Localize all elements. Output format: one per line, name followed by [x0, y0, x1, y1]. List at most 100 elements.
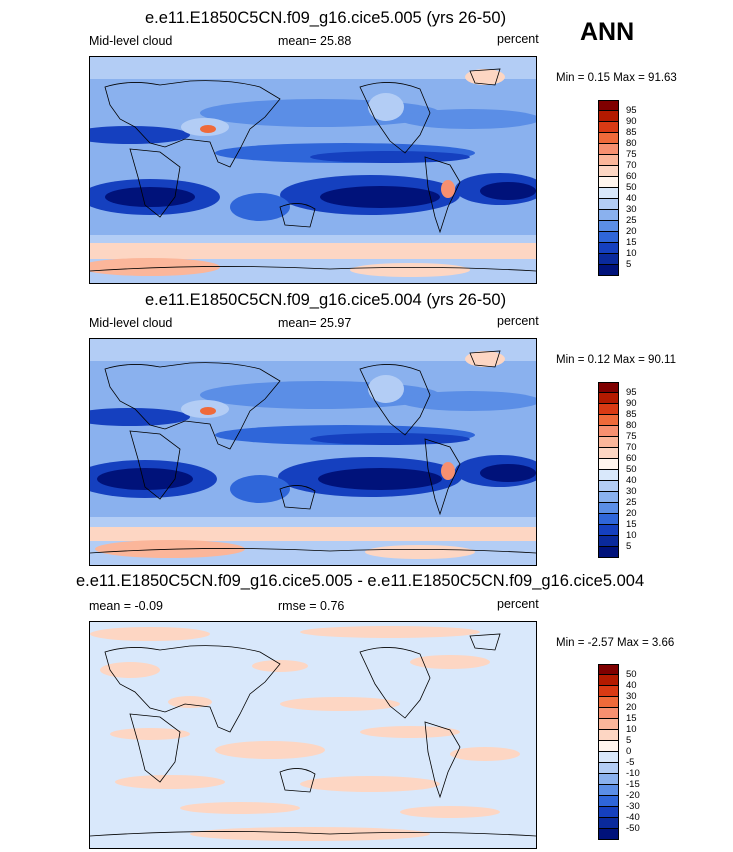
panel-3-mean-label: mean = -0.09	[89, 599, 164, 613]
colorbar-tick-label: 95	[626, 387, 637, 398]
panel-1-map	[89, 56, 537, 284]
panel-2-colorbar-swatch	[598, 382, 619, 393]
panel-3-title: e.e11.E1850C5CN.f09_g16.cice5.005 - e.e1…	[76, 572, 645, 590]
colorbar-tick-label: 50	[626, 464, 637, 475]
panel-2-colorbar-swatch	[598, 536, 619, 547]
colorbar-tick-label: 0	[626, 746, 632, 757]
colorbar-tick-label: 75	[626, 149, 637, 160]
colorbar-tick-label: -15	[626, 779, 640, 790]
panel-1-colorbar-swatch	[598, 111, 619, 122]
colorbar-tick-label: 25	[626, 215, 637, 226]
panel-3-colorbar-swatch	[598, 785, 619, 796]
colorbar-tick-label: 40	[626, 193, 637, 204]
panel-1-colorbar-swatch	[598, 188, 619, 199]
panel-3-colorbar-swatch	[598, 763, 619, 774]
panel-3-colorbar-swatch	[598, 686, 619, 697]
colorbar-tick-label: 5	[626, 541, 632, 552]
colorbar-tick-label: 5	[626, 259, 632, 270]
panel-2-colorbar-swatch	[598, 503, 619, 514]
panel-2-title: e.e11.E1850C5CN.f09_g16.cice5.004 (yrs 2…	[145, 291, 507, 309]
colorbar-tick-label: 95	[626, 105, 637, 116]
colorbar-tick-label: 15	[626, 713, 637, 724]
panel-3-colorbar-swatch	[598, 730, 619, 741]
colorbar-tick-label: -40	[626, 812, 640, 823]
colorbar-tick-label: 70	[626, 442, 637, 453]
panel-3-units-label: percent	[497, 597, 539, 611]
colorbar-tick-label: -50	[626, 823, 640, 834]
colorbar-tick-label: 5	[626, 735, 632, 746]
colorbar-tick-label: 80	[626, 138, 637, 149]
panel-1-field	[90, 57, 536, 283]
panel-1-mean-label: mean= 25.88	[278, 34, 352, 48]
panel-2-colorbar-swatch	[598, 448, 619, 459]
panel-2-colorbar-swatch	[598, 481, 619, 492]
colorbar-tick-label: -10	[626, 768, 640, 779]
panel-1-colorbar-swatch	[598, 155, 619, 166]
panel-3-colorbar	[598, 664, 619, 840]
panel-1-colorbar-swatch	[598, 210, 619, 221]
colorbar-tick-label: 30	[626, 204, 637, 215]
panel-2-colorbar-swatch	[598, 470, 619, 481]
panel-1-colorbar-swatch	[598, 221, 619, 232]
panel-2-colorbar-swatch	[598, 514, 619, 525]
season-label: ANN	[580, 18, 635, 46]
panel-2-colorbar-swatch	[598, 547, 619, 558]
panel-1-colorbar-swatch	[598, 232, 619, 243]
panel-1-colorbar-swatch	[598, 133, 619, 144]
panel-3-colorbar-swatch	[598, 796, 619, 807]
panel-2-colorbar-swatch	[598, 404, 619, 415]
panel-2-field	[90, 339, 536, 565]
panel-3-colorbar-swatch	[598, 664, 619, 675]
panel-3-colorbar-swatch	[598, 752, 619, 763]
colorbar-tick-label: 40	[626, 475, 637, 486]
panel-3-map	[89, 621, 537, 849]
panel-1-minmax: Min = 0.15 Max = 91.63	[556, 72, 677, 84]
colorbar-tick-label: 75	[626, 431, 637, 442]
panel-3-colorbar-swatch	[598, 741, 619, 752]
panel-2-map	[89, 338, 537, 566]
panel-3-rmse-label: rmse = 0.76	[278, 599, 345, 613]
colorbar-tick-label: -30	[626, 801, 640, 812]
panel-3-colorbar-swatch	[598, 829, 619, 840]
panel-2-variable-label: Mid-level cloud	[89, 316, 173, 330]
panel-3-colorbar-swatch	[598, 807, 619, 818]
colorbar-tick-label: 60	[626, 171, 637, 182]
panel-1-colorbar	[598, 100, 619, 276]
panel-1-title: e.e11.E1850C5CN.f09_g16.cice5.005 (yrs 2…	[145, 9, 507, 27]
panel-2-colorbar	[598, 382, 619, 558]
colorbar-tick-label: 10	[626, 724, 637, 735]
panel-1-colorbar-swatch	[598, 144, 619, 155]
colorbar-tick-label: 90	[626, 116, 637, 127]
panel-3-field	[90, 622, 536, 848]
colorbar-tick-label: 20	[626, 702, 637, 713]
colorbar-tick-label: 10	[626, 248, 637, 259]
panel-1-colorbar-swatch	[598, 100, 619, 111]
colorbar-tick-label: 15	[626, 519, 637, 530]
panel-1-colorbar-swatch	[598, 166, 619, 177]
panel-2-minmax: Min = 0.12 Max = 90.11	[556, 354, 676, 366]
panel-2-colorbar-swatch	[598, 415, 619, 426]
panel-3-colorbar-swatch	[598, 697, 619, 708]
panel-1-colorbar-swatch	[598, 199, 619, 210]
panel-1-variable-label: Mid-level cloud	[89, 34, 173, 48]
colorbar-tick-label: 80	[626, 420, 637, 431]
panel-3-colorbar-swatch	[598, 818, 619, 829]
panel-1-colorbar-swatch	[598, 122, 619, 133]
panel-2-colorbar-swatch	[598, 393, 619, 404]
panel-1-colorbar-swatch	[598, 265, 619, 276]
colorbar-tick-label: 30	[626, 691, 637, 702]
colorbar-tick-label: 50	[626, 182, 637, 193]
colorbar-tick-label: 85	[626, 127, 637, 138]
panel-3-colorbar-swatch	[598, 719, 619, 730]
colorbar-tick-label: 50	[626, 669, 637, 680]
colorbar-tick-label: 20	[626, 226, 637, 237]
colorbar-tick-label: 30	[626, 486, 637, 497]
panel-3-colorbar-swatch	[598, 774, 619, 785]
colorbar-tick-label: -20	[626, 790, 640, 801]
colorbar-tick-label: 15	[626, 237, 637, 248]
panel-1-colorbar-swatch	[598, 177, 619, 188]
panel-2-colorbar-swatch	[598, 492, 619, 503]
panel-1-colorbar-swatch	[598, 254, 619, 265]
colorbar-tick-label: 25	[626, 497, 637, 508]
panel-1-units-label: percent	[497, 32, 539, 46]
